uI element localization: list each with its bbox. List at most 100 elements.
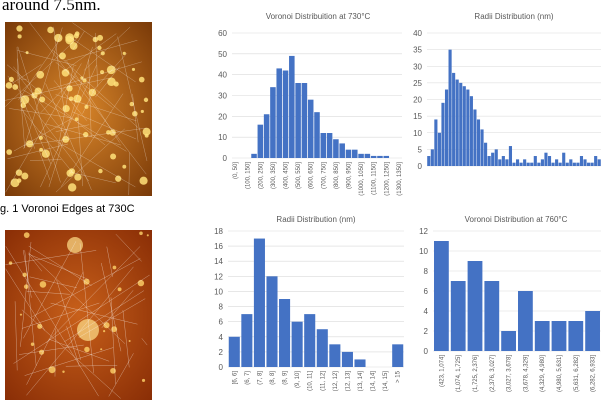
y-tick-label: 6 bbox=[424, 287, 429, 296]
particle bbox=[59, 52, 66, 59]
bar bbox=[292, 322, 303, 367]
bar bbox=[339, 143, 345, 158]
bar bbox=[371, 156, 377, 158]
bar bbox=[491, 153, 494, 166]
y-tick-label: 40 bbox=[413, 29, 422, 38]
x-tick-label: (1,725, 2,376] bbox=[473, 355, 479, 392]
bar bbox=[598, 159, 601, 166]
bar bbox=[537, 163, 540, 166]
x-tick-label: (10, 11] bbox=[308, 371, 314, 391]
particle bbox=[16, 25, 22, 31]
particle bbox=[129, 340, 131, 342]
x-tick-label: (100, 150] bbox=[246, 162, 252, 189]
x-tick-label: (14, 14] bbox=[371, 371, 377, 392]
bar bbox=[317, 329, 328, 367]
particle bbox=[103, 330, 105, 332]
particle bbox=[111, 326, 117, 332]
particle bbox=[70, 42, 78, 50]
y-tick-label: 60 bbox=[218, 29, 227, 38]
document: around 7.5nm. g. 1 Voronoi Edges at 730C… bbox=[0, 0, 603, 400]
particle bbox=[110, 153, 116, 159]
x-tick-label: (5,631, 6,282] bbox=[574, 355, 580, 392]
y-tick-label: 35 bbox=[413, 46, 422, 55]
x-tick-label: (300, 350] bbox=[271, 162, 277, 189]
bar bbox=[434, 119, 437, 166]
particle bbox=[132, 68, 135, 71]
particle bbox=[84, 347, 89, 352]
particle bbox=[20, 314, 22, 316]
x-tick-label: (3,678, 4,329] bbox=[523, 355, 529, 392]
bar bbox=[308, 100, 314, 158]
bar bbox=[254, 239, 265, 367]
particle bbox=[35, 88, 42, 95]
particle bbox=[9, 261, 12, 264]
particle bbox=[22, 273, 26, 277]
x-tick-label: (6, 7] bbox=[245, 371, 251, 385]
bar bbox=[352, 150, 358, 158]
x-tick-label: (7, 8] bbox=[257, 371, 263, 385]
x-tick-label: (2,376, 3,027] bbox=[490, 355, 496, 392]
bar bbox=[392, 344, 403, 367]
particle bbox=[17, 178, 21, 182]
bar bbox=[518, 291, 533, 351]
y-tick-label: 20 bbox=[218, 112, 227, 121]
particle bbox=[18, 34, 22, 38]
chart-title: Radii Distribution (nm) bbox=[474, 12, 553, 21]
y-tick-label: 2 bbox=[219, 348, 224, 357]
bar bbox=[516, 159, 519, 166]
afm-image-760 bbox=[5, 230, 152, 400]
x-tick-label: [6, 6] bbox=[232, 371, 238, 385]
bar bbox=[544, 153, 547, 166]
bar bbox=[346, 150, 352, 158]
x-tick-label: (12, 12] bbox=[333, 371, 339, 392]
particle bbox=[65, 33, 74, 42]
bar bbox=[358, 154, 364, 158]
y-tick-label: 30 bbox=[413, 62, 422, 71]
y-tick-label: 0 bbox=[418, 162, 423, 171]
bar bbox=[488, 156, 491, 166]
bar bbox=[427, 156, 430, 166]
y-tick-label: 14 bbox=[214, 257, 223, 266]
x-tick-label: > 15 bbox=[396, 370, 402, 383]
bar bbox=[342, 352, 353, 367]
particle bbox=[144, 98, 148, 102]
y-tick-label: 0 bbox=[223, 154, 228, 163]
bar bbox=[434, 241, 449, 351]
particle bbox=[21, 173, 28, 180]
particle bbox=[118, 287, 122, 291]
x-tick-label: (0, 50] bbox=[233, 162, 239, 179]
bar bbox=[321, 133, 327, 158]
bar bbox=[591, 163, 594, 166]
particle bbox=[115, 176, 121, 182]
x-tick-label: (600, 650] bbox=[309, 162, 315, 189]
y-tick-label: 8 bbox=[219, 303, 224, 312]
particle bbox=[16, 169, 23, 176]
x-tick-label: (900, 950] bbox=[346, 162, 352, 189]
bar bbox=[276, 68, 282, 158]
particle bbox=[101, 51, 105, 55]
bar bbox=[495, 149, 498, 166]
x-tick-label: (200, 250] bbox=[258, 162, 264, 189]
bar bbox=[279, 299, 290, 367]
bar bbox=[520, 163, 523, 166]
particle bbox=[97, 46, 101, 50]
bar bbox=[473, 109, 476, 166]
afm-image-730 bbox=[5, 22, 152, 196]
bar bbox=[431, 149, 434, 166]
bar bbox=[477, 119, 480, 166]
bar bbox=[463, 86, 466, 166]
bar bbox=[530, 163, 533, 166]
bar bbox=[289, 56, 295, 158]
particle bbox=[39, 350, 44, 355]
bar bbox=[264, 114, 270, 158]
y-tick-label: 15 bbox=[413, 112, 422, 121]
particle bbox=[139, 177, 147, 185]
x-tick-label: (6,282, 6,933] bbox=[591, 355, 597, 392]
bar bbox=[551, 163, 554, 166]
y-tick-label: 20 bbox=[413, 96, 422, 105]
particle bbox=[40, 281, 47, 288]
particle bbox=[103, 322, 109, 328]
bar bbox=[568, 321, 583, 351]
bar bbox=[562, 153, 565, 166]
particle bbox=[47, 27, 54, 34]
